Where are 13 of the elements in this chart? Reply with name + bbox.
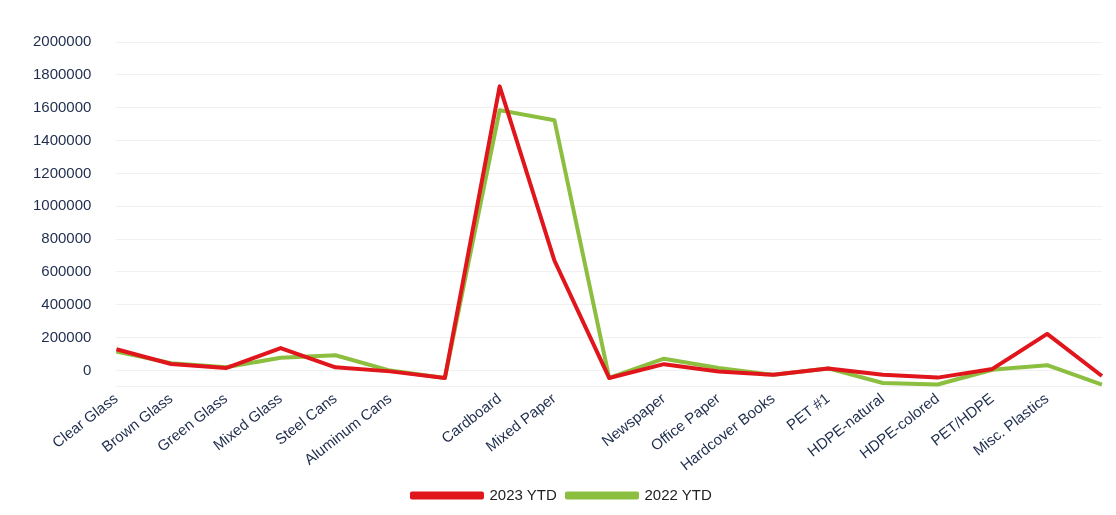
- y-tick-label: 800000: [41, 229, 92, 247]
- y-tick-label: 1600000: [32, 97, 92, 115]
- legend-label: 2022 YTD: [644, 485, 712, 503]
- y-tick-label: 600000: [41, 262, 92, 280]
- y-tick-label: 1800000: [32, 65, 92, 82]
- legend-label: 2023 YTD: [489, 485, 557, 503]
- y-tick-label: 200000: [41, 327, 92, 345]
- y-tick-label: 2000000: [32, 32, 92, 50]
- y-tick-label: 1200000: [32, 163, 92, 181]
- y-tick-label: 400000: [41, 294, 92, 312]
- y-tick-label: 0: [83, 360, 92, 378]
- y-tick-label: 1400000: [32, 130, 92, 148]
- y-tick-label: 1000000: [32, 196, 92, 214]
